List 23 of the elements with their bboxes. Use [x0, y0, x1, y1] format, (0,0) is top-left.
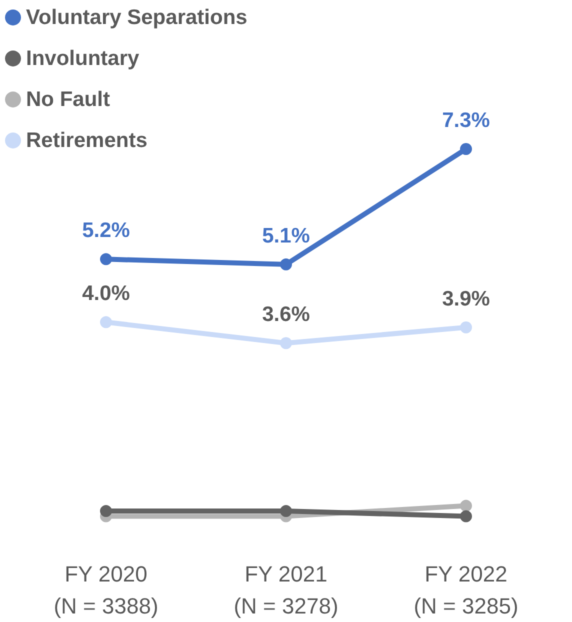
point	[100, 253, 112, 266]
point	[460, 500, 472, 512]
legend-label: Retirements	[26, 129, 148, 152]
data-label: 3.6%	[262, 303, 310, 326]
point	[280, 505, 292, 518]
point	[100, 316, 112, 328]
point	[280, 258, 292, 270]
legend-label: Voluntary Separations	[26, 6, 248, 29]
legend-label: Involuntary	[26, 47, 140, 70]
data-label: 5.2%	[82, 219, 130, 242]
x-tick-label: FY 2022 (N = 3285)	[414, 562, 518, 618]
point	[460, 510, 472, 522]
legend-label: No Fault	[26, 88, 110, 111]
point	[100, 505, 112, 518]
point	[460, 143, 472, 155]
data-label: 7.3%	[442, 109, 490, 132]
x-tick-label: FY 2021 (N = 3278)	[234, 562, 338, 618]
x-tick-label: FY 2020 (N = 3388)	[54, 562, 158, 618]
point	[460, 321, 472, 334]
data-label: 5.1%	[262, 224, 310, 248]
data-label: 4.0%	[82, 282, 130, 306]
point	[280, 337, 292, 350]
data-label: 3.9%	[442, 287, 490, 310]
